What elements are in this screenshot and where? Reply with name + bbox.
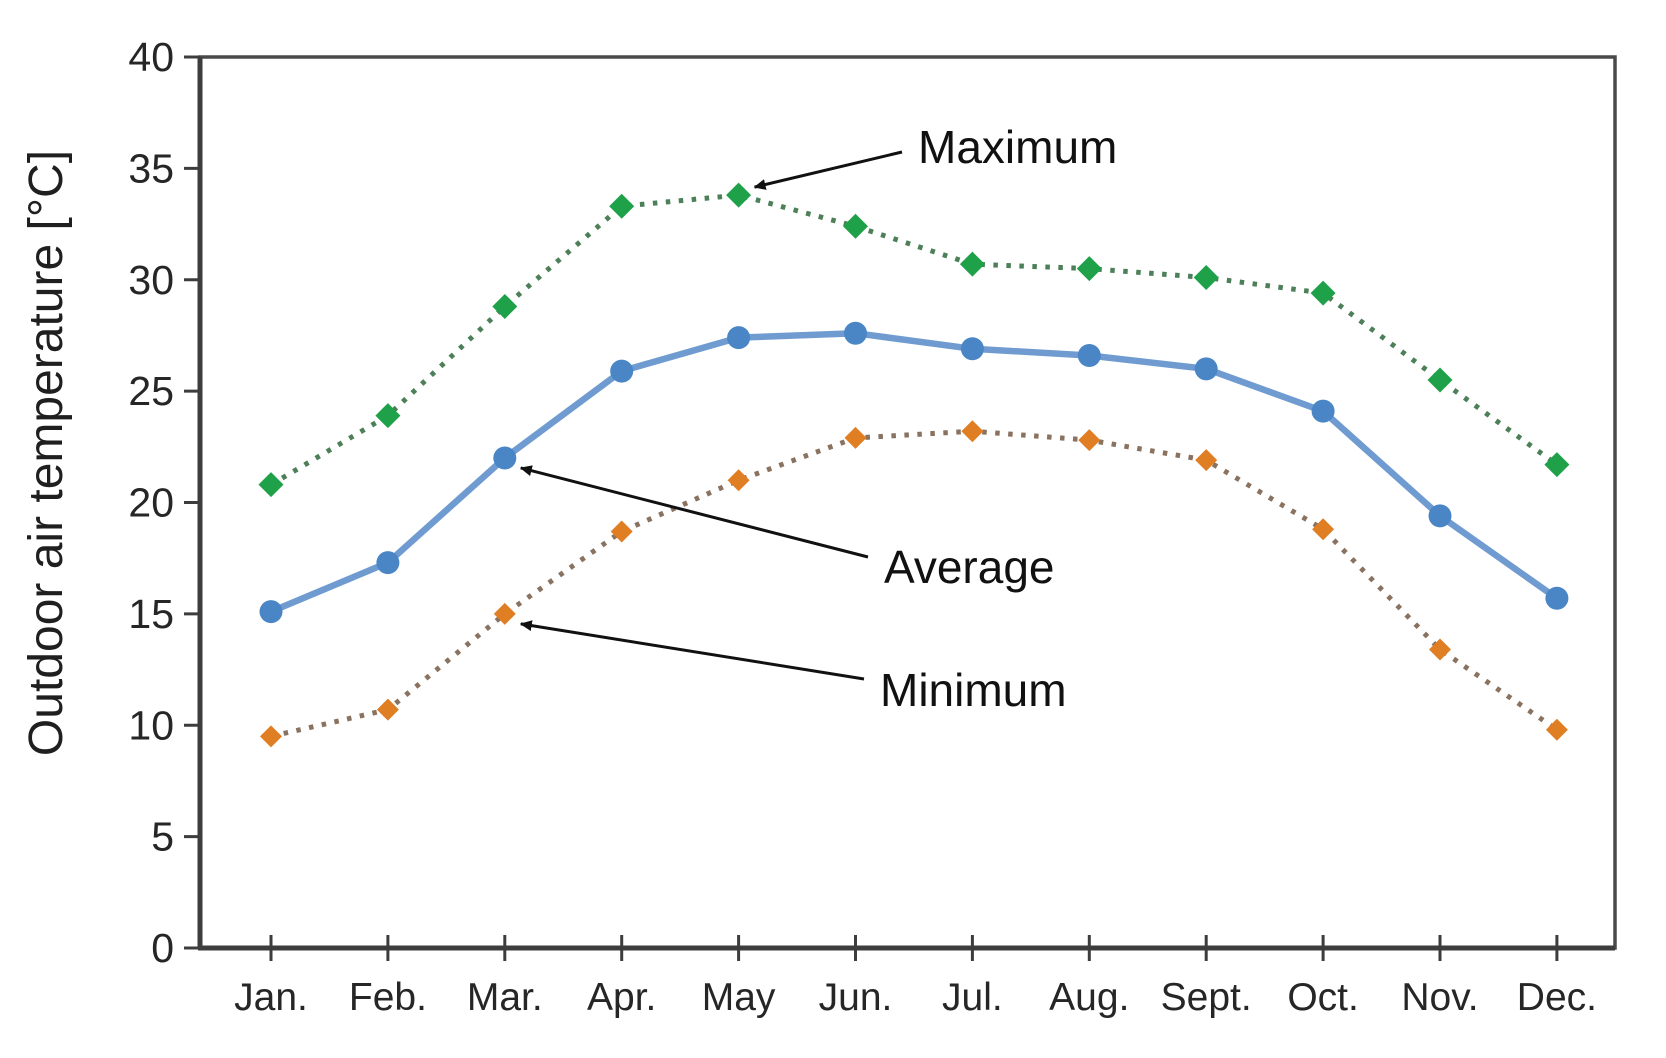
data-point-marker bbox=[1194, 357, 1218, 381]
y-tick-label: 25 bbox=[128, 368, 174, 414]
data-point-marker bbox=[610, 520, 633, 543]
data-point-marker bbox=[1193, 265, 1219, 291]
series-maximum-line bbox=[269, 192, 1559, 487]
data-point-marker bbox=[493, 602, 516, 625]
data-point-marker bbox=[492, 293, 518, 319]
series-average bbox=[259, 321, 1569, 624]
series-minimum bbox=[260, 420, 1568, 748]
data-point-marker bbox=[376, 551, 400, 575]
annotation-arrow-maximum bbox=[753, 150, 903, 190]
y-axis-title: Outdoor air temperature [°C] bbox=[20, 150, 73, 756]
data-point-marker bbox=[376, 698, 399, 721]
x-tick-label: Sept. bbox=[1161, 976, 1252, 1019]
series-average-line bbox=[269, 329, 1559, 615]
x-tick-label: Mar. bbox=[467, 976, 543, 1019]
annotation-label-minimum: Minimum bbox=[880, 664, 1067, 716]
y-tick-label: 0 bbox=[151, 925, 174, 971]
x-tick-label: Feb. bbox=[349, 976, 427, 1019]
y-tick-label: 40 bbox=[128, 34, 174, 80]
y-tick-label: 5 bbox=[151, 814, 174, 860]
data-point-marker bbox=[1544, 452, 1570, 478]
data-point-marker bbox=[610, 359, 634, 383]
data-point-marker bbox=[1312, 518, 1335, 541]
data-point-marker bbox=[1429, 638, 1451, 661]
x-tick-label: Jul. bbox=[942, 976, 1003, 1019]
annotation-arrow-average bbox=[519, 465, 869, 559]
data-point-marker bbox=[1311, 399, 1335, 423]
data-point-marker bbox=[844, 426, 867, 449]
x-tick-label: Nov. bbox=[1401, 976, 1478, 1019]
data-point-marker bbox=[1078, 429, 1101, 452]
data-point-marker bbox=[375, 403, 401, 429]
data-point-marker bbox=[493, 446, 517, 470]
annotation-label-maximum: Maximum bbox=[918, 121, 1117, 173]
data-point-marker bbox=[1077, 343, 1101, 367]
data-point-marker bbox=[260, 725, 282, 748]
data-point-marker bbox=[961, 420, 984, 443]
data-point-marker bbox=[258, 472, 284, 498]
y-tick-label: 15 bbox=[128, 591, 174, 637]
x-tick-label: May bbox=[702, 976, 776, 1019]
plot-area-border bbox=[198, 55, 1617, 950]
data-point-marker bbox=[609, 193, 635, 219]
data-series bbox=[258, 182, 1570, 748]
data-point-marker bbox=[1427, 367, 1453, 393]
data-point-marker bbox=[843, 213, 868, 239]
data-point-marker bbox=[259, 600, 283, 624]
data-point-marker bbox=[844, 321, 867, 345]
axis-ticks: 0 5 10 15 20 25 30 35 40 Jan. Feb. Mar. Apr. May Jun. J… bbox=[128, 34, 1597, 1019]
y-tick-label: 10 bbox=[128, 702, 174, 748]
annotation-label-average: Average bbox=[884, 541, 1055, 593]
x-tick-label: Apr. bbox=[587, 976, 656, 1019]
series-annotations: Maximum Average Minimum bbox=[519, 121, 1117, 716]
annotation-arrow-minimum bbox=[519, 620, 865, 681]
data-point-marker bbox=[726, 182, 752, 208]
data-point-marker bbox=[1310, 280, 1336, 306]
data-point-marker bbox=[1076, 256, 1102, 282]
y-tick-label: 35 bbox=[128, 145, 174, 191]
x-tick-label: Jan. bbox=[234, 976, 308, 1019]
data-point-marker bbox=[1545, 586, 1569, 610]
data-point-marker bbox=[727, 469, 750, 492]
x-tick-label: Jun. bbox=[819, 976, 893, 1019]
y-tick-label: 20 bbox=[128, 480, 174, 526]
x-tick-label: Aug. bbox=[1049, 976, 1129, 1019]
data-point-marker bbox=[1428, 504, 1452, 528]
data-point-marker bbox=[959, 251, 985, 277]
data-point-marker bbox=[1195, 449, 1218, 472]
data-point-marker bbox=[1545, 718, 1568, 741]
series-maximum bbox=[258, 182, 1570, 498]
x-tick-label: Oct. bbox=[1287, 976, 1359, 1019]
data-point-marker bbox=[960, 337, 984, 361]
y-tick-label: 30 bbox=[128, 257, 174, 303]
data-point-marker bbox=[727, 326, 751, 350]
x-tick-label: Dec. bbox=[1517, 976, 1597, 1019]
